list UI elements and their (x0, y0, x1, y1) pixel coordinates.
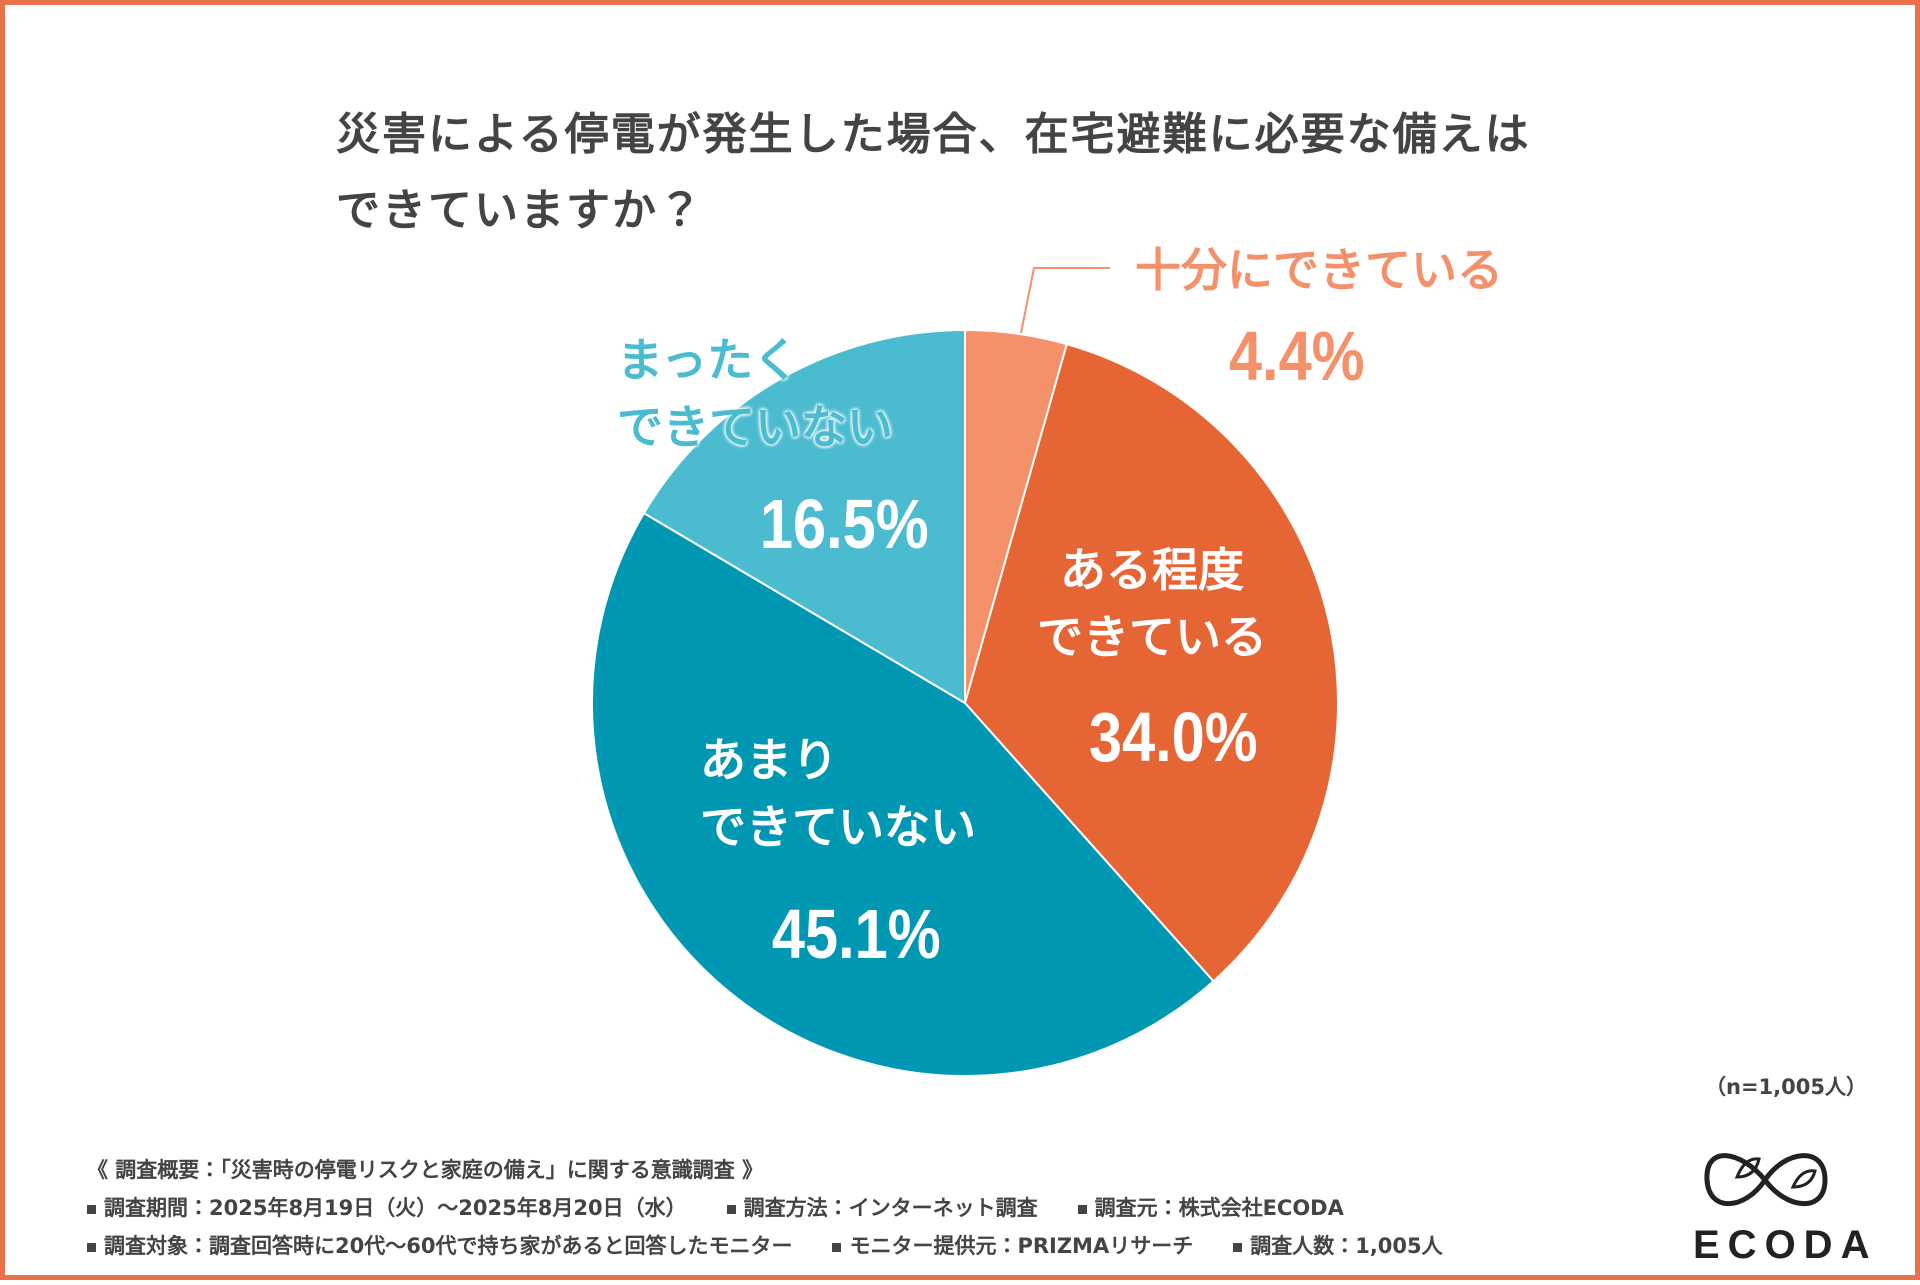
category-label: 十分にできている (1135, 243, 1503, 297)
logo-mark (1704, 1153, 1828, 1207)
value-label: 34.0% (1088, 698, 1258, 776)
category-label: ある程度 できている (1037, 543, 1267, 664)
pie-slice (963, 342, 1339, 983)
survey-notes: 《 調査概要：「災害時の停電リスクと家庭の備え」に関する意識調査 》 調査期間：… (87, 1151, 1443, 1265)
value-label: 4.4% (1228, 317, 1365, 395)
note-item: 調査方法：インターネット調査 (727, 1189, 1038, 1227)
value-label: 16.5% (759, 485, 929, 563)
note-item: 調査対象：調査回答時に20代〜60代で持ち家があると回答したモニター (87, 1227, 792, 1265)
note-item: 調査元：株式会社ECODA (1078, 1189, 1344, 1227)
notes-title: 《 調査概要：「災害時の停電リスクと家庭の備え」に関する意識調査 》 (87, 1158, 764, 1182)
pie-slice (591, 511, 1215, 1077)
note-item: 調査人数：1,005人 (1233, 1227, 1442, 1265)
sample-note: （n=1,005人） (1705, 1075, 1867, 1099)
leader-line (1020, 267, 1110, 334)
note-item: 調査期間：2025年8月19日（火）〜2025年8月20日（水） (87, 1189, 687, 1227)
notes-row: 調査対象：調査回答時に20代〜60代で持ち家があると回答したモニター モニター提供… (87, 1227, 1443, 1265)
category-label: あまり できていない (700, 733, 976, 854)
chart-title: 災害による停電が発生した場合、在宅避難に必要な備えは できていますか？ (336, 109, 1531, 236)
logo-text: ECODA (1693, 1223, 1878, 1267)
value-label: 45.1% (771, 895, 941, 973)
notes-row: 調査期間：2025年8月19日（火）〜2025年8月20日（水） 調査方法：インタ… (87, 1189, 1443, 1227)
category-label: まったく できていない (617, 333, 893, 454)
note-item: モニター提供元：PRIZMAリサーチ (832, 1227, 1193, 1265)
chart (591, 267, 1828, 1207)
pie-slice (642, 328, 966, 705)
